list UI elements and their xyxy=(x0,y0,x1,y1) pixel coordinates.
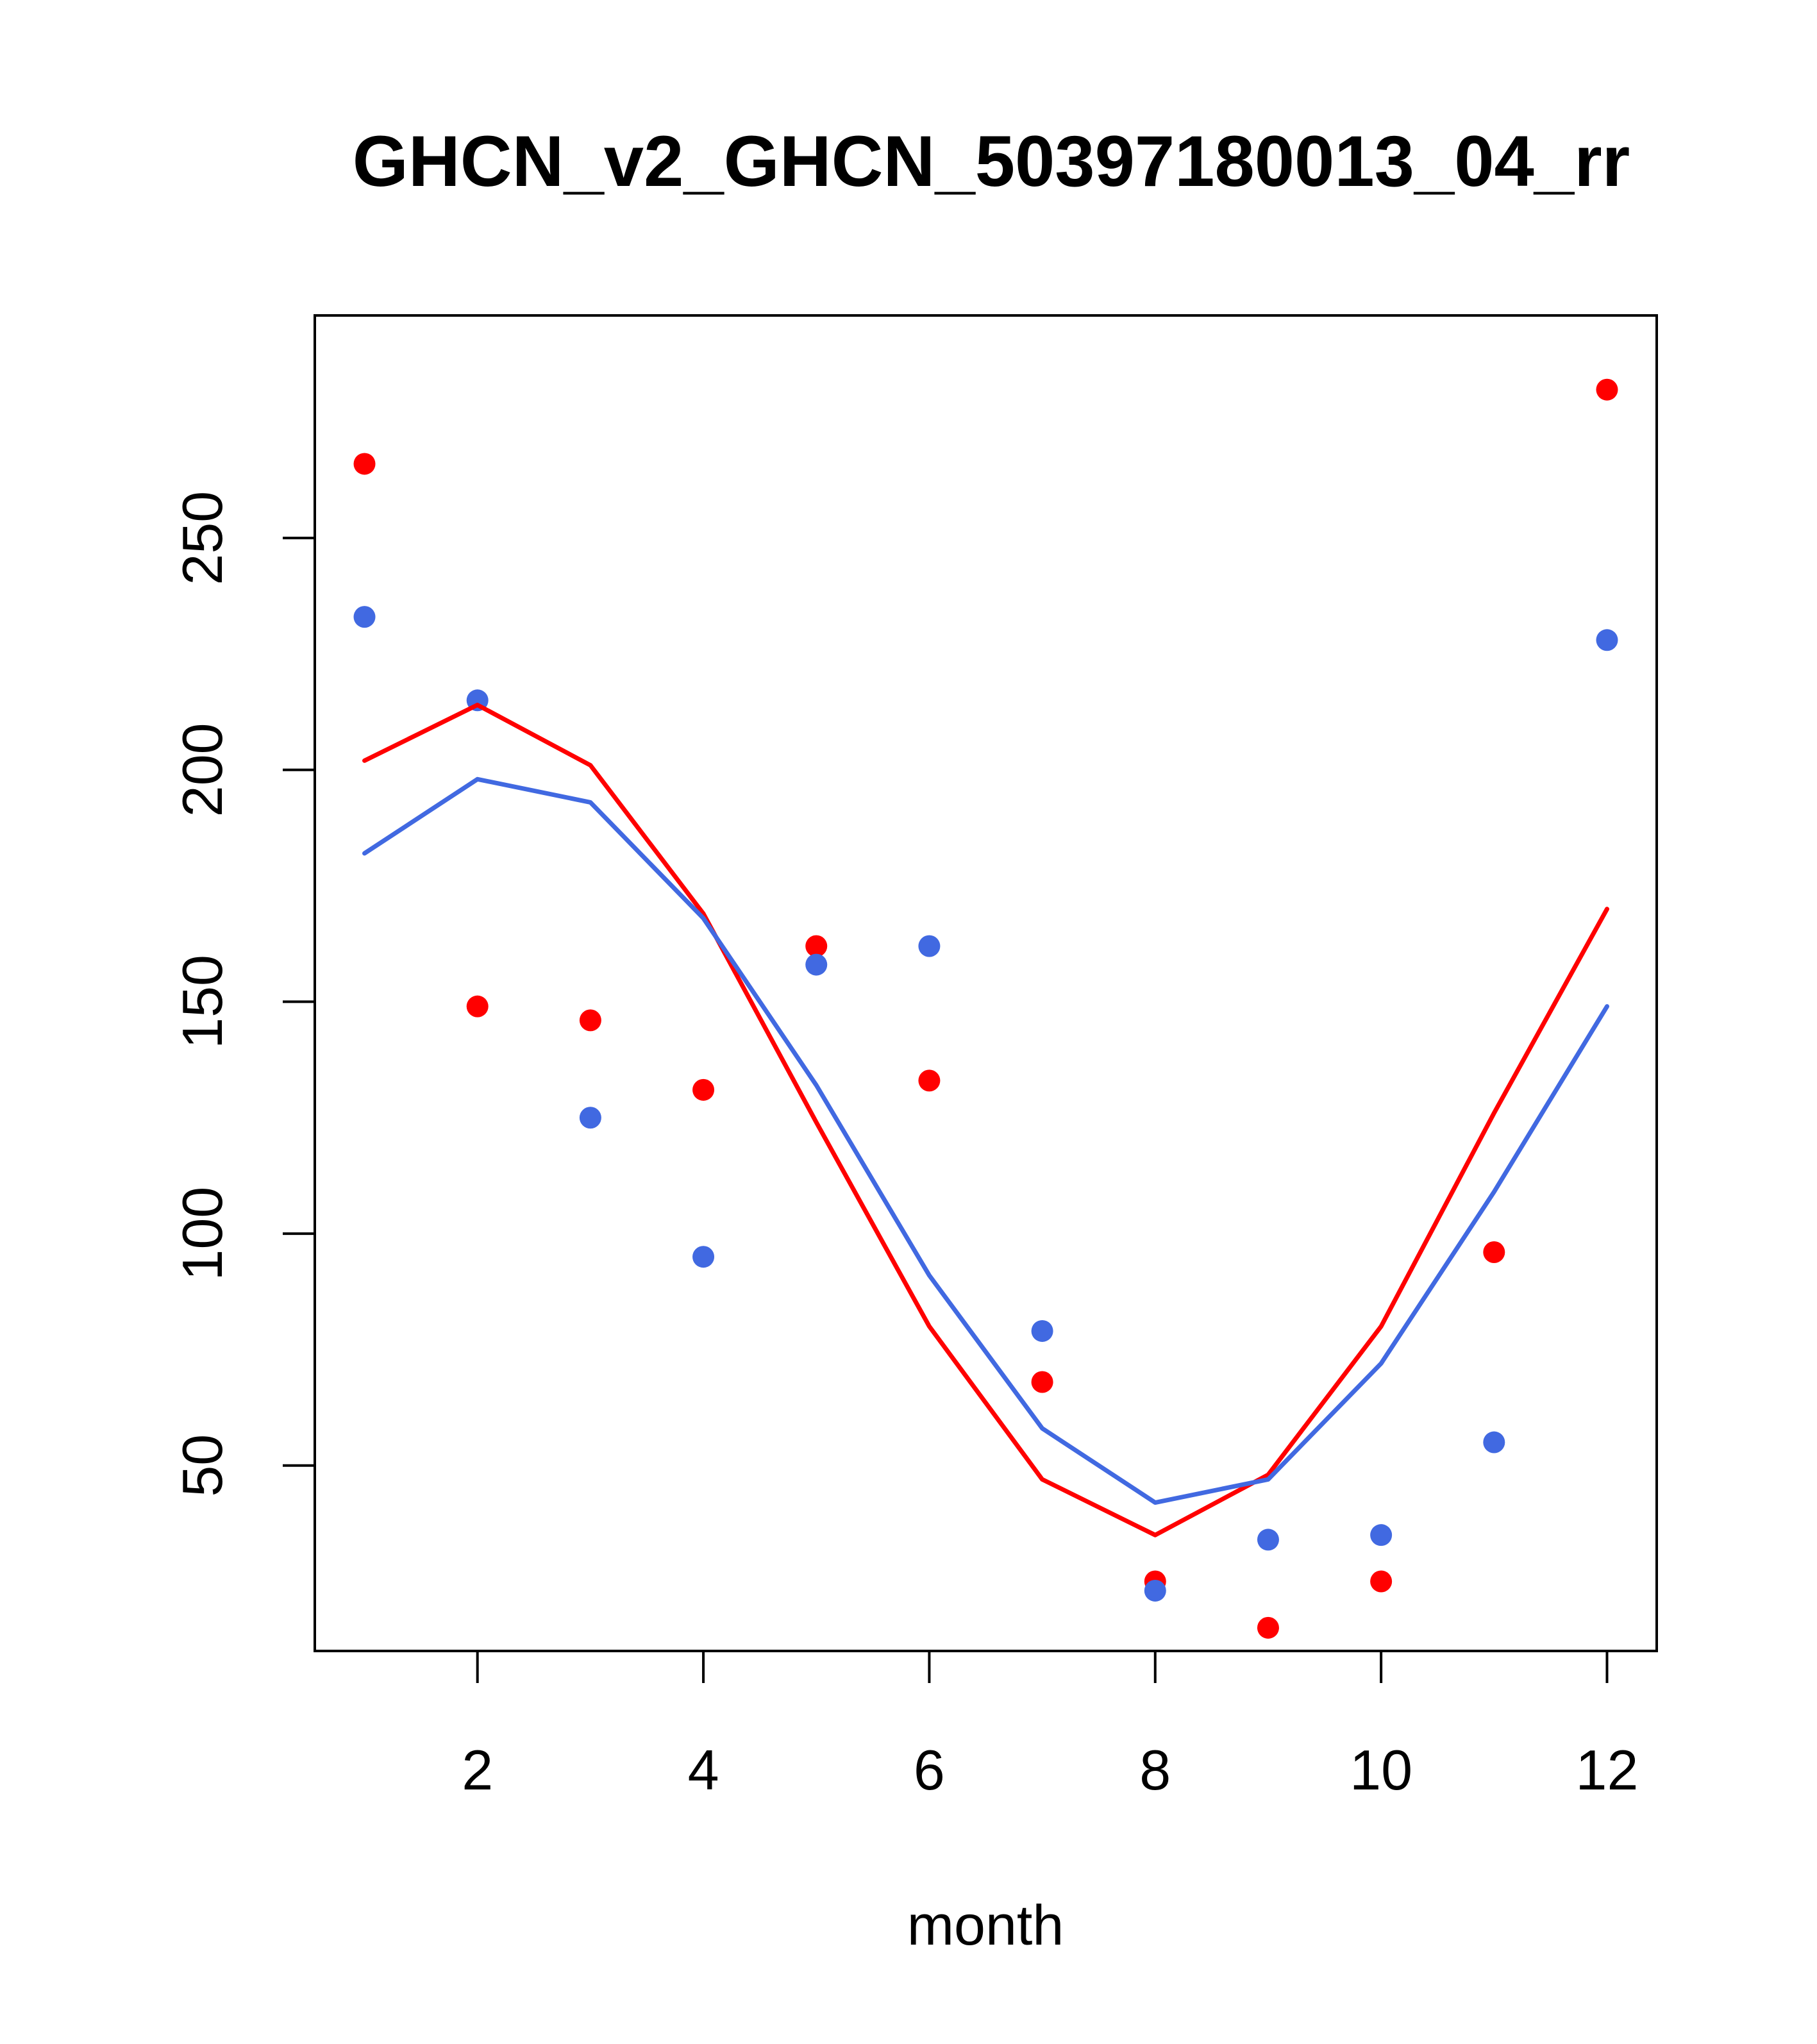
y-tick-label: 200 xyxy=(171,723,234,817)
series-0-point xyxy=(805,935,828,957)
series-0-point xyxy=(692,1078,715,1101)
x-tick-label: 2 xyxy=(462,1738,493,1802)
x-axis-label: month xyxy=(907,1893,1064,1957)
series-1-point xyxy=(1144,1579,1166,1602)
series-layer xyxy=(353,378,1618,1639)
series-1-point xyxy=(353,606,376,628)
series-0-point xyxy=(353,453,376,475)
series-1-point xyxy=(1257,1529,1279,1551)
series-0-point xyxy=(1370,1570,1393,1593)
series-0-point xyxy=(1257,1616,1279,1639)
y-tick-label: 50 xyxy=(171,1434,234,1497)
series-1-point xyxy=(692,1246,715,1268)
x-tick-label: 12 xyxy=(1576,1738,1639,1802)
series-1-point xyxy=(1596,629,1618,651)
series-0-point xyxy=(918,1069,941,1092)
y-tick-label: 100 xyxy=(171,1187,234,1281)
chart-title: GHCN_v2_GHCN_50397180013_04_rr xyxy=(353,121,1630,201)
series-0-point xyxy=(1596,378,1618,401)
series-1-point xyxy=(1483,1431,1505,1453)
series-3-line xyxy=(362,776,1609,1505)
series-0-point xyxy=(1483,1241,1505,1263)
series-1-point xyxy=(579,1107,601,1129)
y-axis: 50 100 150 200 250 xyxy=(171,491,316,1497)
series-0-point xyxy=(579,1009,601,1032)
series-1-point xyxy=(1031,1319,1053,1342)
x-axis: 2 4 6 8 10 12 xyxy=(462,1650,1639,1802)
x-tick-label: 6 xyxy=(914,1738,945,1802)
y-tick-label: 150 xyxy=(171,955,234,1049)
x-tick-label: 10 xyxy=(1350,1738,1412,1802)
x-tick-label: 8 xyxy=(1139,1738,1171,1802)
x-tick-label: 4 xyxy=(688,1738,719,1802)
series-1-point xyxy=(1370,1524,1393,1546)
series-1-point xyxy=(918,935,941,957)
series-1-point xyxy=(805,953,828,976)
y-tick-label: 250 xyxy=(171,491,234,585)
series-2-line xyxy=(362,703,1609,1537)
series-0-point xyxy=(1031,1371,1053,1393)
series-0-point xyxy=(466,995,489,1018)
